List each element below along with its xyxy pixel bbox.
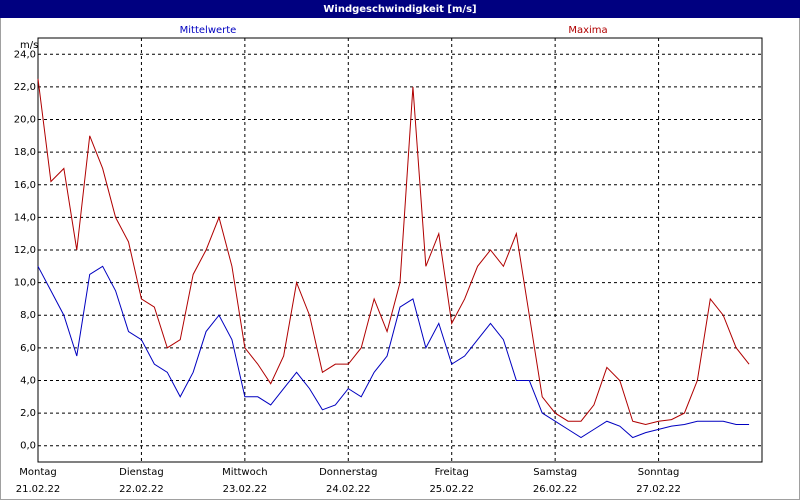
- x-tick-label: Freitag: [435, 467, 469, 478]
- x-tick-label: Sonntag: [638, 467, 680, 478]
- x-tick-date: 22.02.22: [119, 484, 164, 495]
- x-tick-date: 24.02.22: [326, 484, 371, 495]
- y-tick-label: 2,0: [20, 408, 36, 419]
- x-tick-label: Montag: [19, 467, 56, 478]
- y-tick-label: 12,0: [14, 245, 36, 256]
- y-tick-label: 14,0: [14, 212, 36, 223]
- title-bar: [0, 0, 800, 18]
- series-line: [37, 78, 750, 426]
- x-tick-date: 26.02.22: [533, 484, 578, 495]
- chart-title: Windgeschwindigkeit [m/s]: [323, 4, 476, 15]
- y-unit: m/s: [20, 40, 38, 51]
- x-tick-label: Donnerstag: [319, 467, 377, 478]
- y-tick-label: 8,0: [20, 310, 36, 321]
- x-tick-label: Dienstag: [119, 467, 164, 478]
- series-line: [37, 265, 750, 439]
- y-tick-label: 22,0: [14, 82, 36, 93]
- y-tick-label: 24,0: [14, 49, 36, 60]
- y-tick-label: 20,0: [14, 115, 36, 126]
- legend-label: Maxima: [568, 25, 607, 36]
- x-tick-label: Mittwoch: [222, 467, 267, 478]
- x-tick-date: 27.02.22: [636, 484, 681, 495]
- y-tick-label: 10,0: [14, 278, 36, 289]
- y-tick-label: 16,0: [14, 180, 36, 191]
- y-tick-label: 18,0: [14, 147, 36, 158]
- x-tick-date: 23.02.22: [223, 484, 268, 495]
- legend-label: Mittelwerte: [180, 25, 237, 36]
- y-tick-label: 0,0: [20, 441, 36, 452]
- x-tick-label: Samstag: [533, 467, 577, 478]
- x-tick-date: 25.02.22: [429, 484, 474, 495]
- x-tick-date: 21.02.22: [16, 484, 61, 495]
- y-tick-label: 6,0: [20, 343, 36, 354]
- y-tick-label: 4,0: [20, 375, 36, 386]
